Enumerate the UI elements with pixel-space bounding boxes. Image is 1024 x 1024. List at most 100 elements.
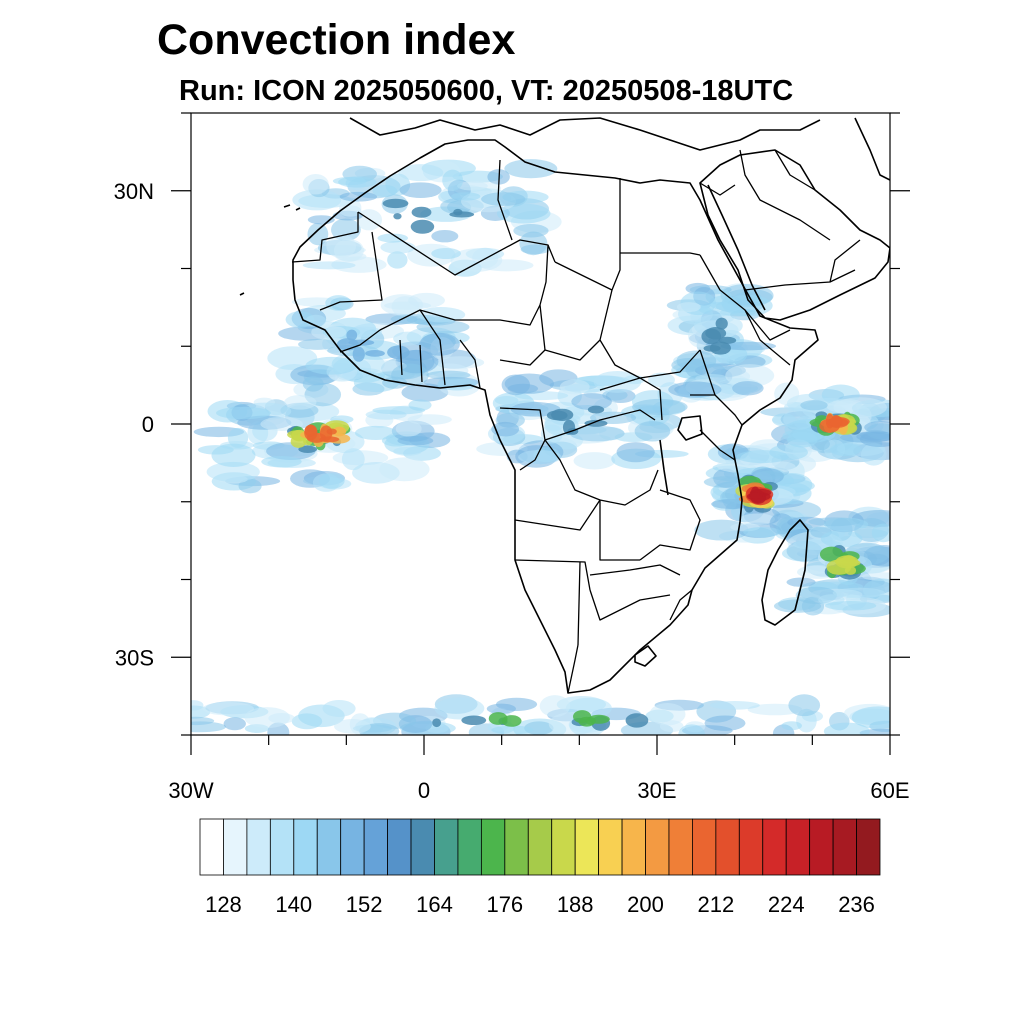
convection-cell <box>334 719 371 734</box>
convection-cell <box>808 517 861 527</box>
convection-cell <box>354 425 397 440</box>
convection-core-cell <box>387 345 410 360</box>
convection-cell <box>238 478 262 494</box>
convection-cell <box>593 370 642 393</box>
convection-cell <box>481 192 526 206</box>
convection-core-cell <box>290 434 307 448</box>
convection-cell <box>829 443 861 457</box>
convection-core-cell <box>326 428 337 435</box>
convection-core-cell <box>584 419 608 427</box>
convection-cell <box>851 706 890 729</box>
chart-subtitle: Run: ICON 2025050600, VT: 20250508-18UTC <box>179 75 793 107</box>
convection-cell <box>372 184 398 198</box>
convection-core-cell <box>709 341 731 355</box>
convection-cell <box>191 716 215 726</box>
convection-cell <box>513 223 549 238</box>
convection-cell <box>755 470 785 480</box>
colorbar-box <box>293 818 318 876</box>
colorbar-box <box>856 818 881 876</box>
colorbar-box <box>621 818 646 876</box>
convection-cell <box>292 189 342 211</box>
x-tick-label: 0 <box>418 778 430 803</box>
colorbar-label: 152 <box>346 892 383 917</box>
convection-cell <box>703 476 747 488</box>
convection-cell <box>341 448 365 471</box>
convection-cell <box>407 414 452 425</box>
convection-cell <box>398 164 444 182</box>
lake-tanganyika <box>659 439 669 496</box>
convection-cell <box>871 523 890 543</box>
colorbar-label: 140 <box>275 892 312 917</box>
convection-cell <box>325 326 347 338</box>
convection-cell <box>391 363 429 387</box>
convection-cell <box>520 244 550 255</box>
convection-core-cell <box>587 405 605 414</box>
convection-core-cell <box>365 349 385 357</box>
convection-cell <box>202 702 255 716</box>
y-tick-label: 0 <box>142 412 154 437</box>
convection-cell <box>518 450 562 465</box>
colorbar-box <box>457 818 482 876</box>
convection-area <box>694 439 822 544</box>
colorbar-box <box>785 818 811 876</box>
colorbar-label: 224 <box>768 892 805 917</box>
convection-cell <box>732 381 764 396</box>
country-borders <box>291 149 861 694</box>
convection-cell <box>540 424 563 444</box>
colorbar-box <box>715 818 740 876</box>
convection-cell <box>491 725 534 735</box>
convection-cell <box>571 393 612 411</box>
convection-cell <box>284 394 317 410</box>
convection-core-cell <box>551 408 574 421</box>
convection-area <box>760 382 890 466</box>
red-sea-coast <box>707 184 766 311</box>
convection-cell <box>659 720 684 733</box>
convection-cell <box>380 240 416 254</box>
convection-cell <box>739 513 776 526</box>
convection-cell <box>377 233 409 243</box>
convection-cell <box>504 373 554 394</box>
convection-cell <box>431 229 459 243</box>
convection-area <box>267 292 485 397</box>
convection-cell <box>824 600 877 611</box>
colorbar-label: 164 <box>416 892 453 917</box>
convection-core-cell <box>453 208 463 216</box>
convection-cell <box>820 530 863 548</box>
colorbar-box <box>246 818 271 876</box>
convection-area <box>666 282 777 403</box>
convection-cell <box>676 302 701 313</box>
africa-coastline <box>292 139 819 694</box>
convection-cell <box>244 707 290 729</box>
convection-cell <box>678 724 706 735</box>
convection-core-cell <box>835 555 859 569</box>
colorbar-box <box>199 818 224 876</box>
colorbar-box <box>738 818 764 876</box>
convection-area <box>191 694 890 735</box>
convection-cell <box>332 176 367 186</box>
convection-core-cell <box>352 346 365 362</box>
colorbar-box <box>480 818 506 876</box>
colorbar-box <box>574 818 600 876</box>
convection-cell <box>261 455 302 468</box>
convection-cell <box>569 425 625 442</box>
convection-cell <box>416 307 466 323</box>
convection-cell <box>504 159 558 179</box>
convection-cell <box>634 421 671 442</box>
colorbar-box <box>762 818 787 876</box>
colorbar-box <box>668 818 693 876</box>
convection-cell <box>431 248 461 260</box>
coastlines-and-borders <box>239 117 890 694</box>
arabia-coastline <box>699 149 890 321</box>
convection-cell <box>442 169 464 191</box>
convection-cell <box>725 364 775 388</box>
convection-core-cell <box>715 317 728 330</box>
colorbar-box <box>223 818 248 876</box>
colorbar-label: 212 <box>698 892 735 917</box>
convection-cell <box>856 431 890 442</box>
convection-cell <box>191 700 204 711</box>
canary-islands <box>239 204 301 296</box>
convection-cell <box>774 382 800 406</box>
convection-core-cell <box>705 327 727 340</box>
colorbar-box <box>645 818 670 876</box>
y-tick-label: 30N <box>114 179 154 204</box>
